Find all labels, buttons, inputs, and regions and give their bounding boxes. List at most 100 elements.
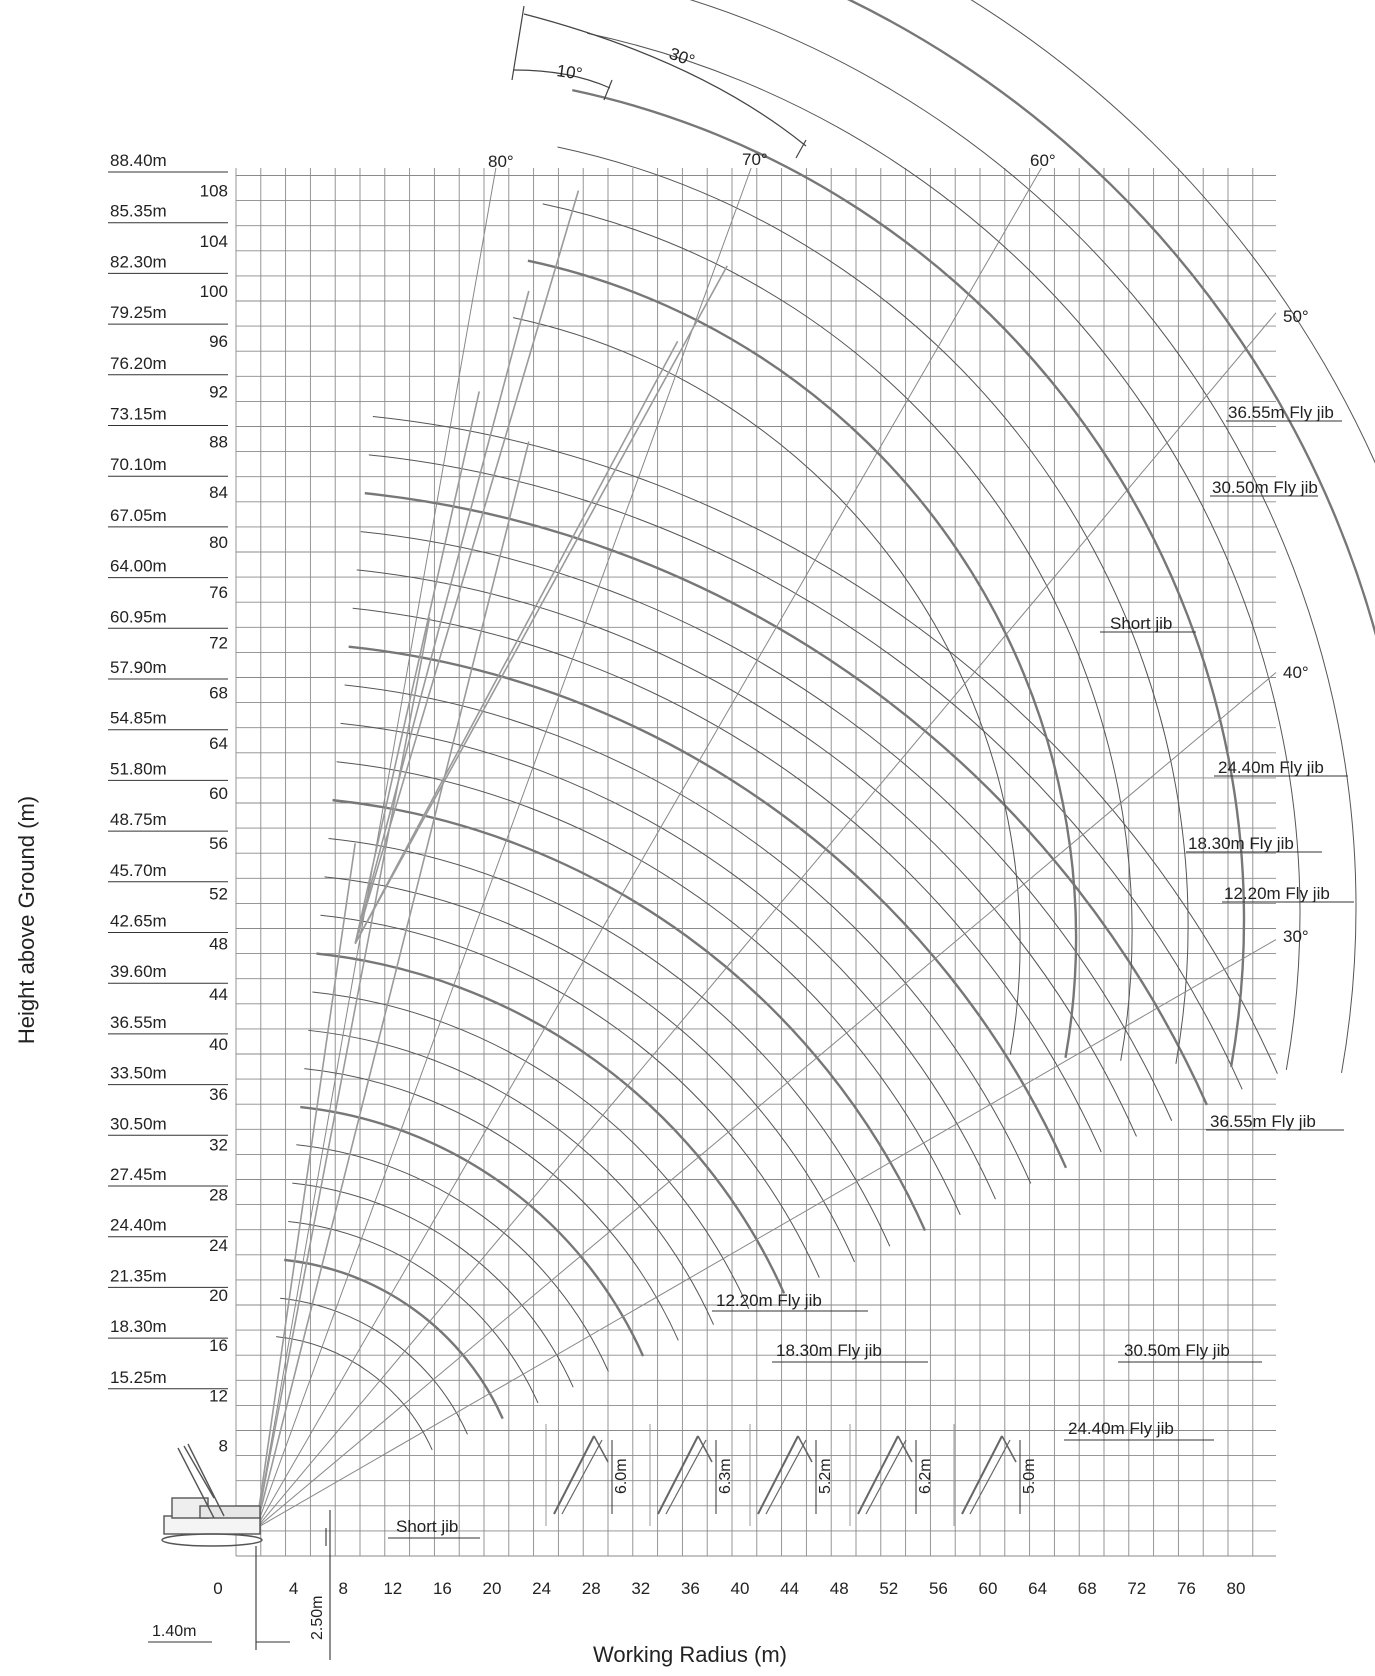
angle-label-70: 70° xyxy=(742,150,768,169)
angle-label-80: 80° xyxy=(488,152,514,171)
boom-angle-ray xyxy=(255,167,752,1529)
inset-boom-icon xyxy=(857,1435,899,1515)
x-tick-label: 76 xyxy=(1177,1579,1196,1598)
pivot-height-label: 2.50m xyxy=(309,1596,326,1640)
boom-arc xyxy=(344,684,1032,1184)
y-tick-label: 64 xyxy=(209,734,228,753)
y-tick-label: 68 xyxy=(209,684,228,703)
inset-boom-icon xyxy=(969,1439,1011,1515)
fly-jib-arc xyxy=(572,88,1246,1068)
jib-label-right-3655-top: 36.55m Fly jib xyxy=(1228,403,1334,422)
fly-jib-arc xyxy=(542,203,1133,1061)
fly-jib-arc xyxy=(512,317,1021,1055)
jib-label-bottom-3050: 30.50m Fly jib xyxy=(1124,1341,1230,1360)
y-tick-label: 44 xyxy=(209,985,228,1004)
y-axis-title: Height above Ground (m) xyxy=(14,796,39,1044)
y-tick-label: 56 xyxy=(209,834,228,853)
y-tick-label: 8 xyxy=(219,1437,228,1456)
x-tick-label: 68 xyxy=(1078,1579,1097,1598)
inset-boom-icon xyxy=(657,1435,699,1515)
inset-jib-icon xyxy=(797,1435,813,1463)
boom-arc xyxy=(360,531,1173,1121)
boom-length-labels: 88.40m 85.35m 82.30m 79.25m 76.20m 73.15m 70.1… xyxy=(108,151,228,1390)
offset-angle-30: 30° xyxy=(667,44,698,71)
boom-arc xyxy=(324,876,855,1263)
y-tick-label: 32 xyxy=(209,1135,228,1154)
jib-label-bottom-short: Short jib xyxy=(396,1517,458,1536)
jib-label-right-3655-bottom: 36.55m Fly jib xyxy=(1210,1112,1316,1131)
x-tick-label: 48 xyxy=(830,1579,849,1598)
boom-length-label: 57.90m xyxy=(110,658,167,677)
y-tick-label: 100 xyxy=(200,282,228,301)
jib-label-bottom-1220: 12.20m Fly jib xyxy=(716,1291,822,1310)
working-range-arcs xyxy=(276,0,1375,1451)
y-tick-label: 12 xyxy=(209,1386,228,1405)
jib-label-right-short: Short jib xyxy=(1110,614,1172,633)
inset-jib-icon xyxy=(697,1435,713,1463)
x-tick-label: 56 xyxy=(929,1579,948,1598)
inset-dimension-label: 6.0m xyxy=(613,1458,630,1494)
inset-boom-icon xyxy=(553,1435,595,1515)
inset-boom-icon xyxy=(961,1435,1003,1515)
y-tick-label: 80 xyxy=(209,533,228,552)
boom-arc xyxy=(320,914,820,1278)
y-tick-label: 48 xyxy=(209,935,228,954)
x-tick-label: 52 xyxy=(879,1579,898,1598)
boom-angle-ray xyxy=(255,939,1277,1529)
boom-arc xyxy=(288,1221,539,1404)
boom-length-label: 33.50m xyxy=(110,1064,167,1083)
x-tick-label: 32 xyxy=(631,1579,650,1598)
pivot-offset-label: 1.40m xyxy=(152,1623,196,1640)
offset-angle-10: 10° xyxy=(555,61,583,83)
fly-jib-line xyxy=(354,290,530,944)
y-tick-label: 16 xyxy=(209,1336,228,1355)
boom-arc xyxy=(300,1105,645,1357)
x-tick-label: 28 xyxy=(582,1579,601,1598)
boom-arc xyxy=(316,952,786,1294)
jib-label-right-2440: 24.40m Fly jib xyxy=(1218,758,1324,777)
y-tick-label: 104 xyxy=(200,232,228,251)
fly-jib-arc xyxy=(970,0,1375,464)
boom-length-label: 51.80m xyxy=(110,759,167,778)
boom-length-label: 48.75m xyxy=(110,810,167,829)
y-tick-label: 96 xyxy=(209,332,228,351)
boom-length-label: 21.35m xyxy=(110,1266,167,1285)
boom-arc xyxy=(356,569,1137,1137)
inset-dimension-label: 6.2m xyxy=(917,1458,934,1494)
boom-line xyxy=(255,441,530,1529)
jib-label-bottom-2440: 24.40m Fly jib xyxy=(1068,1419,1174,1438)
jib-label-right-1220: 12.20m Fly jib xyxy=(1224,884,1330,903)
x-tick-label: 16 xyxy=(433,1579,452,1598)
boom-arc xyxy=(352,607,1102,1153)
boom-length-label: 82.30m xyxy=(110,252,167,271)
boom-arc xyxy=(328,837,891,1247)
boom-angle-ray xyxy=(255,672,1277,1529)
boom-length-label: 85.35m xyxy=(110,202,167,221)
inset-jib-icon xyxy=(1001,1435,1017,1463)
y-tick-label: 72 xyxy=(209,633,228,652)
x-tick-label: 64 xyxy=(1028,1579,1047,1598)
inset-dimension-label: 5.0m xyxy=(1021,1458,1038,1494)
jib-label-bottom-1830: 18.30m Fly jib xyxy=(776,1341,882,1360)
fly-jib-line xyxy=(354,265,728,944)
bottom-jib-labels xyxy=(388,1310,1262,1539)
boom-length-label: 30.50m xyxy=(110,1114,167,1133)
x-tick-label: 44 xyxy=(780,1579,799,1598)
boom-length-label: 88.40m xyxy=(110,151,167,170)
boom-length-label: 73.15m xyxy=(110,405,167,424)
angle-label-50: 50° xyxy=(1283,307,1309,326)
angle-label-40: 40° xyxy=(1283,663,1309,682)
y-tick-label: 52 xyxy=(209,884,228,903)
y-tick-label: 28 xyxy=(209,1186,228,1205)
x-tick-label: 60 xyxy=(979,1579,998,1598)
boom-length-label: 64.00m xyxy=(110,557,167,576)
x-tick-label: 72 xyxy=(1127,1579,1146,1598)
boom-angle-lines xyxy=(255,167,1277,1529)
inset-boom-icon xyxy=(561,1439,603,1515)
boom-arc xyxy=(368,454,1243,1090)
boom-length-label: 70.10m xyxy=(110,455,167,474)
inset-boom-icon xyxy=(757,1435,799,1515)
angle-label-30: 30° xyxy=(1283,927,1309,946)
boom-arc xyxy=(336,761,961,1216)
boom-arc xyxy=(308,1029,715,1325)
